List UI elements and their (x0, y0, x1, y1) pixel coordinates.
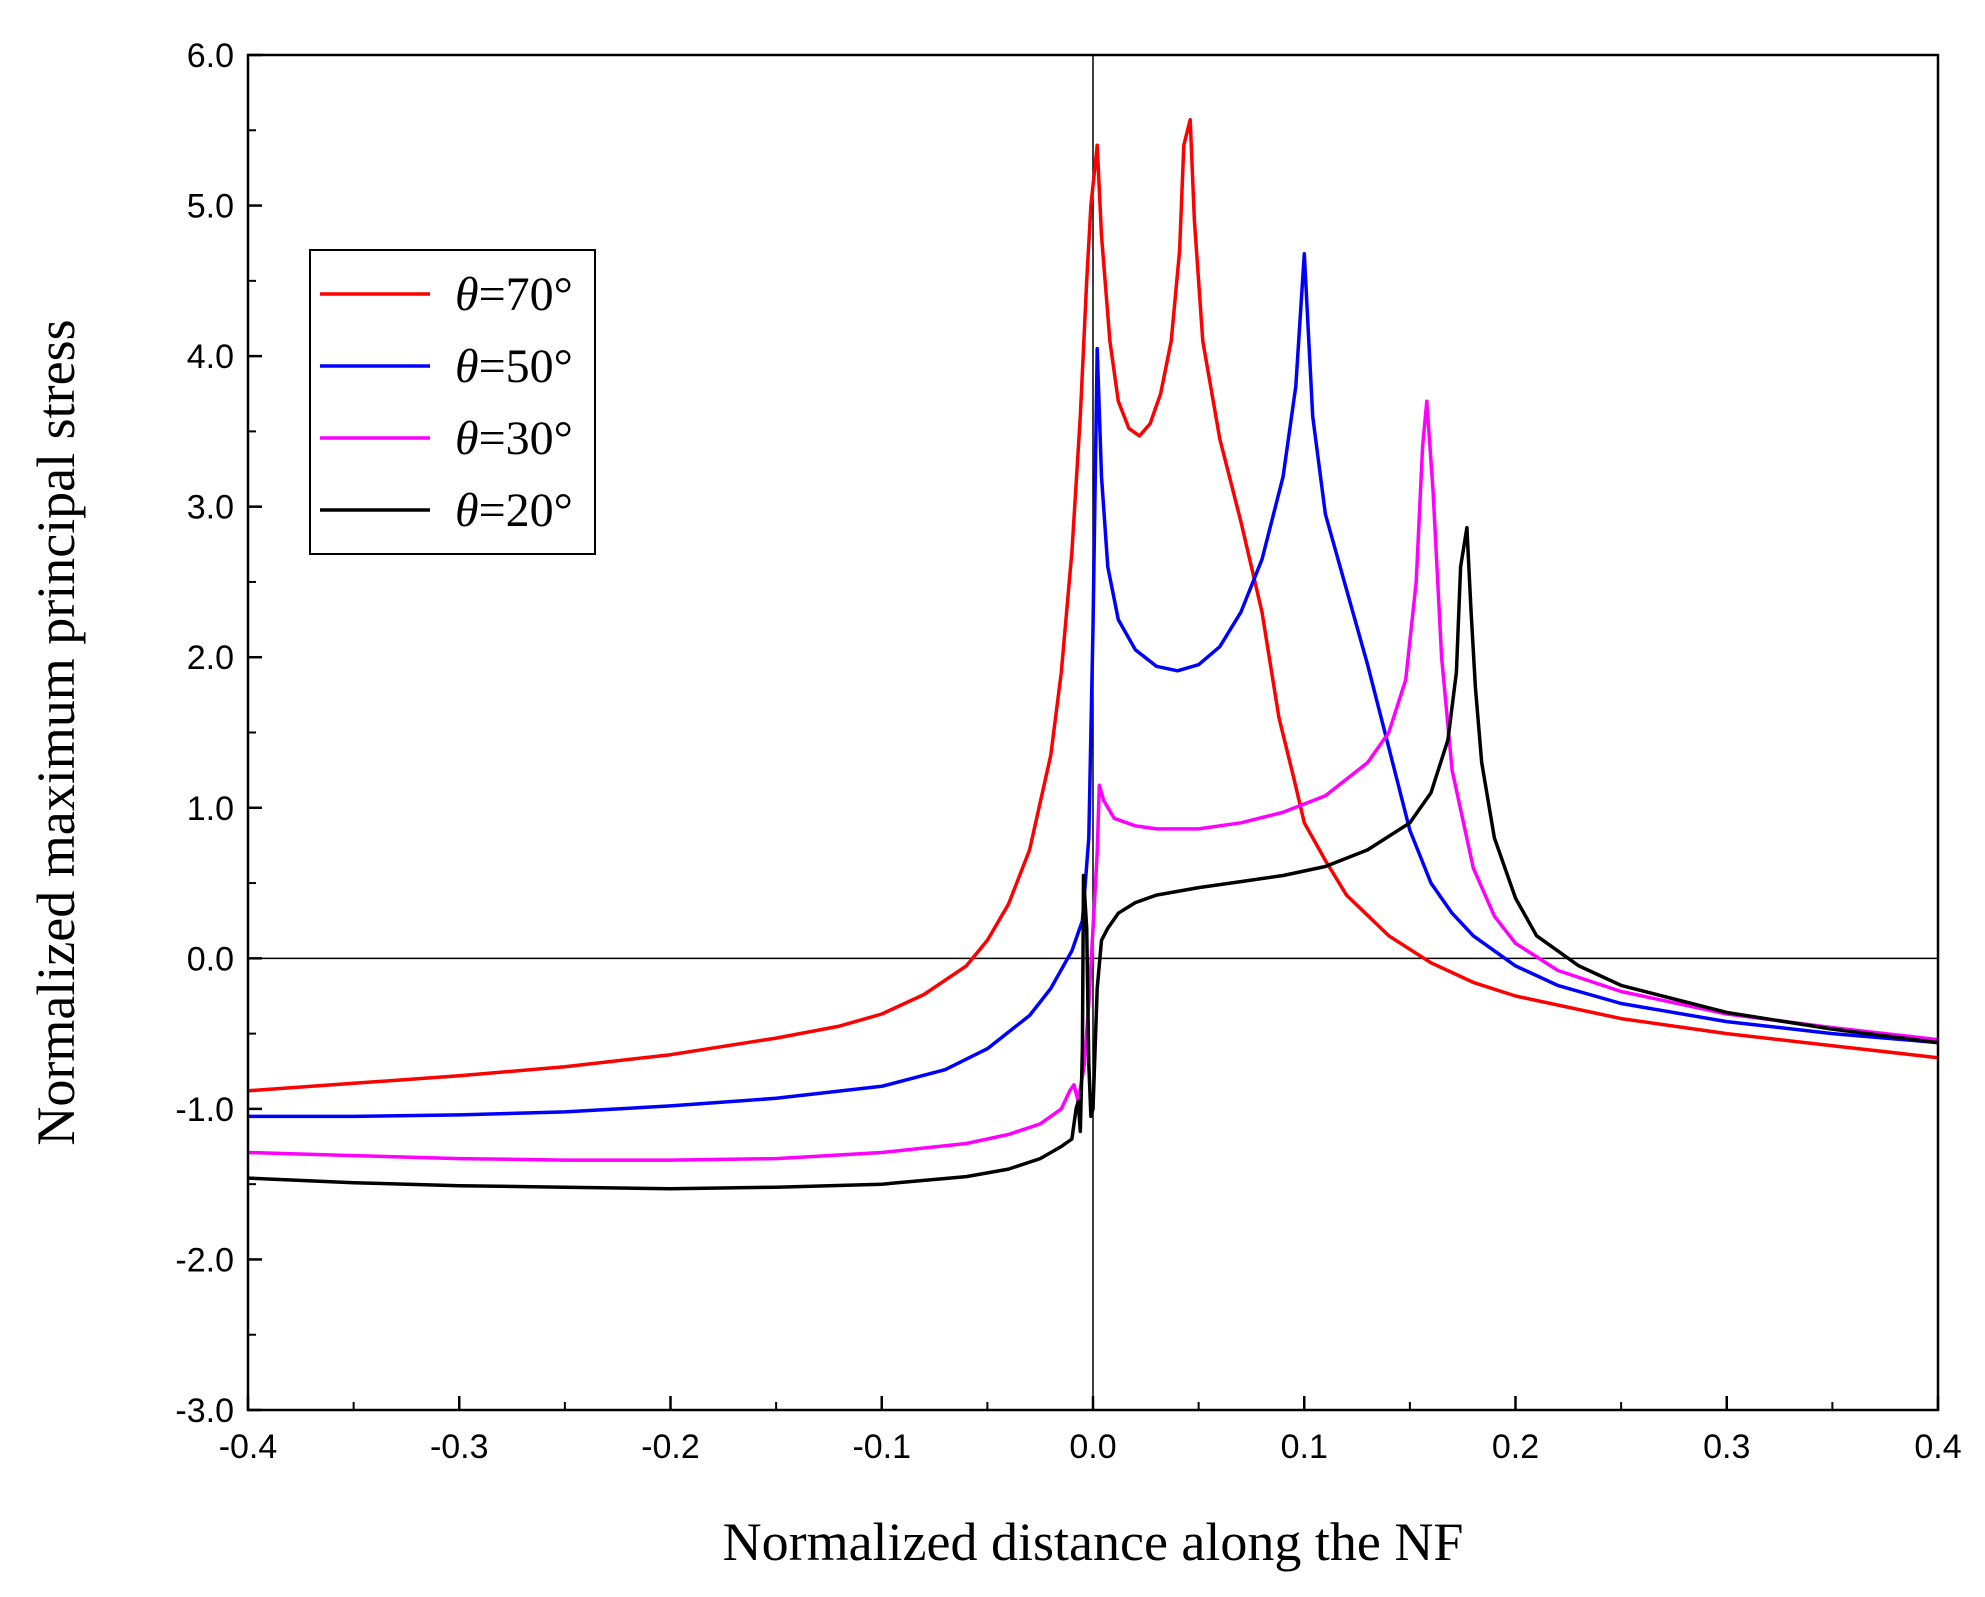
series-layer (248, 117, 1938, 1191)
x-tick-label: 0.0 (1069, 1428, 1116, 1466)
x-tick-label: 0.4 (1914, 1428, 1961, 1466)
legend-label-3: θ=20° (455, 484, 573, 537)
legend-box (309, 249, 596, 555)
legend-symbol: θ (455, 340, 479, 393)
y-tick-label: 0.0 (187, 940, 234, 978)
y-tick-label: -3.0 (175, 1392, 234, 1430)
series-line-1 (248, 251, 1938, 1119)
legend-symbol: θ (455, 484, 479, 537)
tick-labels-layer: -0.4 -0.3 -0.2 -0.1 0.0 0.1 0.2 0.3 0.4 -3.0 -2.0 -… (175, 37, 1961, 1466)
legend-label-0: θ=70° (455, 268, 573, 321)
x-tick-label: 0.1 (1281, 1428, 1328, 1466)
series-line-3 (248, 525, 1938, 1191)
legend-label-1: θ=50° (455, 340, 573, 393)
y-tick-label: 3.0 (187, 489, 234, 527)
series-line-2 (248, 399, 1938, 1162)
x-tick-label: -0.2 (641, 1428, 700, 1466)
x-tick-label: -0.1 (852, 1428, 911, 1466)
x-tick-label: 0.3 (1703, 1428, 1750, 1466)
legend-value: =50° (479, 340, 573, 393)
legend-label-2: θ=30° (455, 412, 573, 465)
legend-symbol: θ (455, 412, 479, 465)
x-tick-label: -0.3 (430, 1428, 489, 1466)
y-tick-label: -2.0 (175, 1241, 234, 1279)
y-tick-label: -1.0 (175, 1091, 234, 1129)
y-tick-label: 6.0 (187, 37, 234, 75)
y-axis-title: Normalized maximum principal stress (26, 319, 86, 1145)
x-axis-title: Normalized distance along the NF (723, 1512, 1464, 1572)
y-tick-label: 4.0 (187, 338, 234, 376)
y-tick-label: 1.0 (187, 790, 234, 828)
legend-value: =70° (479, 268, 573, 321)
y-tick-label: 2.0 (187, 639, 234, 677)
legend: θ=70°θ=50°θ=30°θ=20° (309, 249, 596, 555)
legend-value: =20° (479, 484, 573, 537)
x-tick-label: 0.2 (1492, 1428, 1539, 1466)
ticks-layer (246, 53, 1940, 1412)
legend-value: =30° (479, 412, 573, 465)
x-tick-label: -0.4 (219, 1428, 278, 1466)
legend-symbol: θ (455, 268, 479, 321)
series-line-0 (248, 117, 1938, 1093)
y-tick-label: 5.0 (187, 188, 234, 226)
